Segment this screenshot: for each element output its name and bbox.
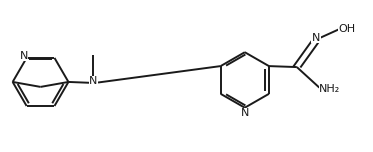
Text: OH: OH bbox=[338, 24, 355, 34]
Text: N: N bbox=[89, 76, 97, 86]
Text: NH₂: NH₂ bbox=[319, 84, 340, 94]
Text: N: N bbox=[19, 51, 28, 61]
Text: N: N bbox=[311, 33, 320, 43]
Text: N: N bbox=[241, 108, 249, 118]
